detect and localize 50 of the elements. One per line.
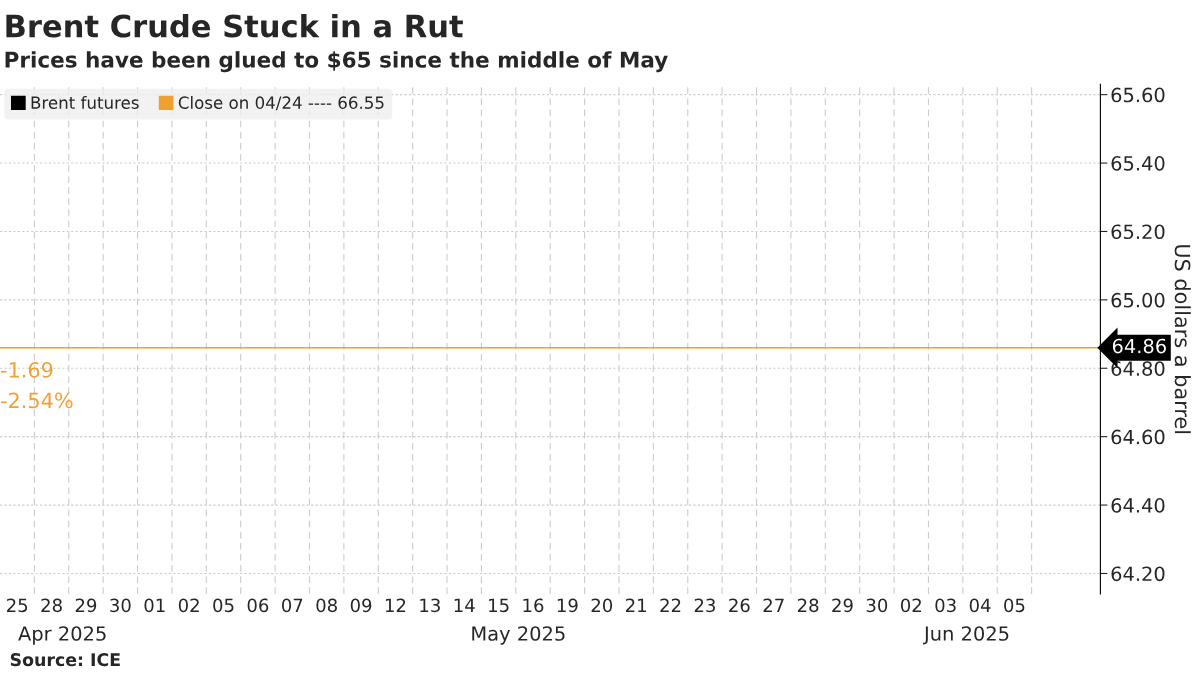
legend-label: Close on 04/24 ---- 66.55 <box>178 96 384 111</box>
x-tick-label: 23 <box>694 598 715 613</box>
x-tick-label: 09 <box>350 598 372 613</box>
y-tick-label: 64.20 <box>1111 566 1165 582</box>
y-tick-label: 65.20 <box>1111 224 1165 240</box>
x-tick-label: 02 <box>178 598 199 613</box>
annotation: -2.54% <box>1 392 73 409</box>
y-tick-label: 65.00 <box>1111 292 1165 308</box>
x-tick-label: 14 <box>454 598 475 612</box>
x-tick-label: 29 <box>832 598 853 613</box>
x-tick-label: 03 <box>935 598 956 613</box>
y-tick-label: 64.40 <box>1111 498 1165 513</box>
y-tick-label: 65.40 <box>1111 156 1165 171</box>
x-tick-label: 19 <box>557 598 578 613</box>
annotation: -1.69 <box>1 361 53 378</box>
x-tick-label: 04 <box>969 598 991 613</box>
y-tick-label: 64.60 <box>1111 429 1165 445</box>
x-tick-label: 13 <box>420 598 440 613</box>
x-tick-label: 25 <box>7 598 28 613</box>
x-tick-label: 22 <box>660 598 681 612</box>
x-tick-label: 30 <box>110 598 131 613</box>
x-tick-label: 12 <box>385 598 406 612</box>
chart-title: Brent Crude Stuck in a Rut <box>6 13 463 38</box>
chart-subtitle: Prices have been glued to $65 since the middle of May <box>5 51 668 73</box>
x-tick-label: 06 <box>247 598 269 613</box>
text: May 2025 <box>472 626 565 645</box>
x-tick-label: 02 <box>900 598 921 613</box>
y-tick-label: 65.60 <box>1111 87 1165 103</box>
x-tick-label: 29 <box>75 598 97 613</box>
x-tick-label: 21 <box>626 598 646 612</box>
text: Apr 2025 <box>18 626 106 645</box>
x-tick-label: 16 <box>523 598 544 613</box>
x-tick-label: 20 <box>591 598 613 613</box>
x-tick-label: 01 <box>144 598 165 613</box>
x-tick-label: 07 <box>282 598 303 613</box>
x-tick-label: 08 <box>316 598 337 613</box>
y-axis-title: US dollars a barrel <box>1174 245 1191 434</box>
source-note: Source: ICE <box>10 653 120 667</box>
legend-label: Brent futures <box>31 96 139 109</box>
y-tick-label: 64.80 <box>1111 361 1165 376</box>
x-tick-label: 05 <box>1004 598 1025 613</box>
ref-line-label: 64.86 <box>1112 338 1166 354</box>
x-tick-label: 27 <box>763 598 784 612</box>
x-tick-label: 15 <box>489 598 509 613</box>
x-tick-label: 28 <box>797 598 819 613</box>
x-tick-label: 05 <box>213 598 234 613</box>
x-tick-label: 28 <box>41 598 62 613</box>
text: Jun 2025 <box>922 626 1009 645</box>
x-tick-label: 30 <box>866 598 888 613</box>
x-tick-label: 26 <box>729 598 750 613</box>
